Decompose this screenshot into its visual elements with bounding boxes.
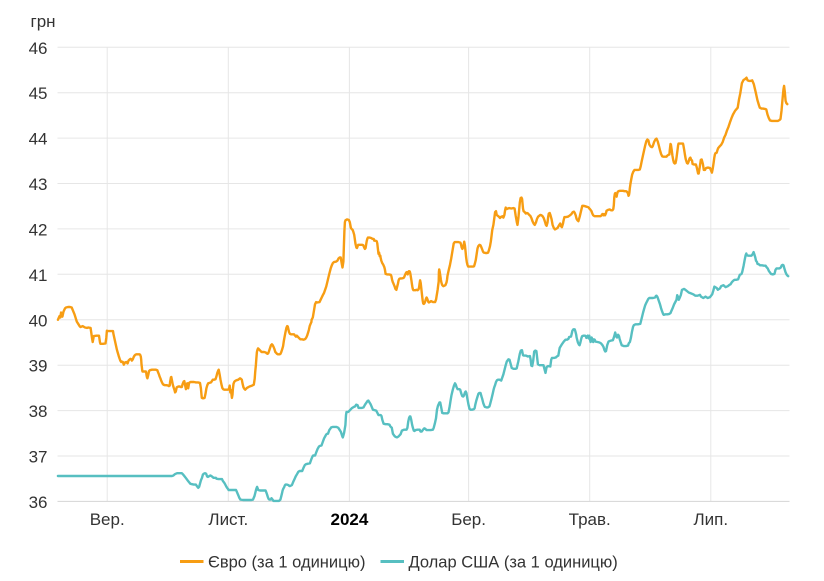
svg-text:43: 43 bbox=[29, 175, 48, 194]
svg-text:2024: 2024 bbox=[330, 510, 368, 529]
svg-text:40: 40 bbox=[29, 311, 48, 330]
svg-text:грн: грн bbox=[31, 12, 56, 31]
svg-text:Євро (за 1 одиницю): Євро (за 1 одиницю) bbox=[208, 554, 365, 572]
svg-text:Лист.: Лист. bbox=[208, 510, 248, 529]
svg-text:41: 41 bbox=[29, 266, 48, 285]
svg-text:Вер.: Вер. bbox=[90, 510, 125, 529]
svg-text:Трав.: Трав. bbox=[569, 510, 611, 529]
svg-text:37: 37 bbox=[29, 448, 48, 467]
svg-text:46: 46 bbox=[29, 39, 48, 58]
svg-text:39: 39 bbox=[29, 357, 48, 376]
svg-text:Долар США (за 1 одиницю): Долар США (за 1 одиницю) bbox=[409, 554, 618, 572]
svg-text:38: 38 bbox=[29, 402, 48, 421]
svg-text:45: 45 bbox=[29, 84, 48, 103]
svg-text:Лип.: Лип. bbox=[694, 510, 729, 529]
svg-text:36: 36 bbox=[29, 493, 48, 512]
svg-text:Бер.: Бер. bbox=[451, 510, 486, 529]
svg-text:44: 44 bbox=[29, 130, 48, 149]
svg-text:42: 42 bbox=[29, 220, 48, 239]
